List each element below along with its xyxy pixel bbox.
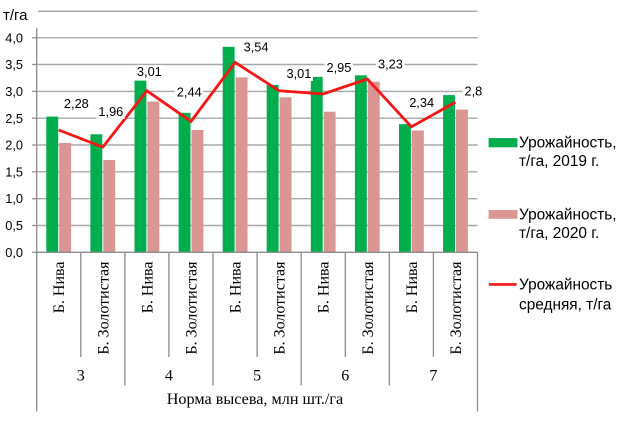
svg-text:2,44: 2,44 <box>177 85 202 100</box>
svg-text:Урожайность,: Урожайность, <box>519 206 617 223</box>
svg-text:Б. Нива: Б. Нива <box>404 262 421 314</box>
svg-text:5: 5 <box>253 368 261 385</box>
svg-text:2,0: 2,0 <box>5 138 23 153</box>
svg-text:Б. Нива: Б. Нива <box>139 262 156 314</box>
svg-text:Урожайность,: Урожайность, <box>519 135 617 152</box>
svg-text:Б. Золотистая: Б. Золотистая <box>272 261 289 355</box>
svg-text:Норма высева, млн шт./га: Норма высева, млн шт./га <box>167 390 344 408</box>
svg-text:Б. Золотистая: Б. Золотистая <box>360 261 377 355</box>
svg-text:3,5: 3,5 <box>5 57 23 72</box>
svg-text:3,23: 3,23 <box>378 57 403 72</box>
svg-text:2,28: 2,28 <box>64 96 89 111</box>
svg-text:3,01: 3,01 <box>287 66 312 81</box>
svg-text:3,54: 3,54 <box>244 40 269 55</box>
svg-text:Б. Золотистая: Б. Золотистая <box>184 261 201 355</box>
svg-text:средняя, т/га: средняя, т/га <box>519 297 612 314</box>
svg-text:1,0: 1,0 <box>5 191 23 206</box>
svg-text:Б. Золотистая: Б. Золотистая <box>95 261 112 355</box>
svg-text:3,01: 3,01 <box>137 64 162 79</box>
svg-text:2,34: 2,34 <box>409 95 434 110</box>
svg-text:Урожайность: Урожайность <box>519 277 612 294</box>
svg-text:0,5: 0,5 <box>5 218 23 233</box>
svg-text:3,0: 3,0 <box>5 84 23 99</box>
svg-text:т/га, 2019 г.: т/га, 2019 г. <box>519 153 599 170</box>
svg-text:т/га: т/га <box>3 7 28 24</box>
svg-text:2,5: 2,5 <box>5 111 23 126</box>
svg-text:7: 7 <box>429 368 437 385</box>
svg-text:т/га, 2020 г.: т/га, 2020 г. <box>519 225 599 242</box>
svg-text:6: 6 <box>341 368 349 385</box>
svg-text:4,0: 4,0 <box>5 30 23 45</box>
svg-text:Б. Нива: Б. Нива <box>228 262 245 314</box>
svg-text:Б. Нива: Б. Нива <box>51 262 68 314</box>
svg-text:1,5: 1,5 <box>5 164 23 179</box>
svg-text:4: 4 <box>165 368 173 385</box>
svg-text:1,96: 1,96 <box>98 104 123 119</box>
svg-text:0,0: 0,0 <box>5 245 23 260</box>
svg-text:Б. Нива: Б. Нива <box>316 262 333 314</box>
svg-text:3: 3 <box>77 368 85 385</box>
svg-text:2,95: 2,95 <box>327 60 352 75</box>
svg-text:Б. Золотистая: Б. Золотистая <box>448 261 465 355</box>
svg-text:2,8: 2,8 <box>465 83 483 98</box>
